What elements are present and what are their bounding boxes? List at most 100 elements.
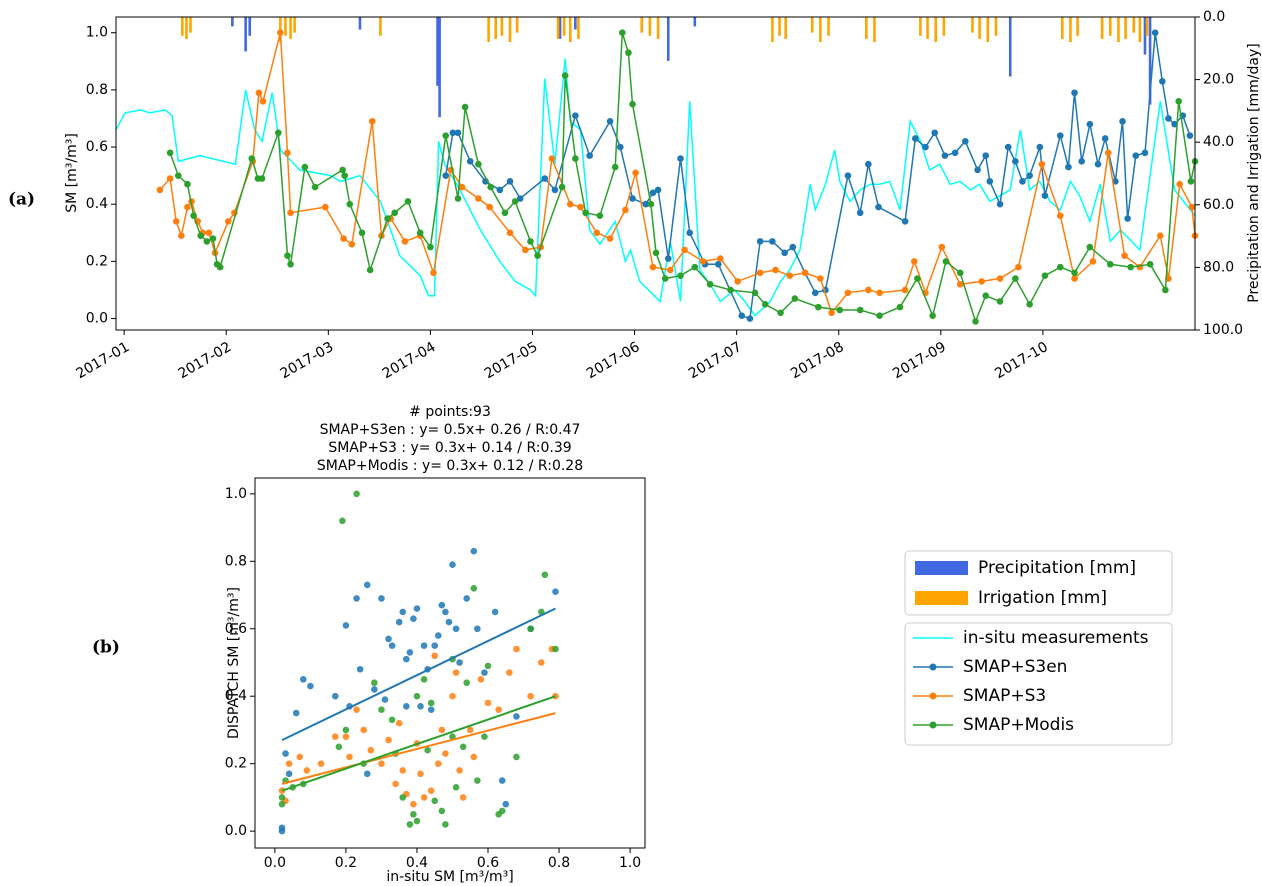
bar <box>568 17 572 43</box>
point <box>381 696 389 703</box>
marker <box>427 243 434 251</box>
fit-line <box>281 607 556 742</box>
marker <box>466 158 474 165</box>
marker <box>416 229 424 237</box>
x-tick-label: 2017-09 <box>890 339 949 382</box>
marker <box>901 218 909 225</box>
marker <box>856 209 864 217</box>
point <box>463 595 470 602</box>
marker <box>287 209 294 217</box>
point <box>466 726 474 734</box>
x-tick-label: 0.8 <box>548 855 570 871</box>
y2-tick-label: 100.0 <box>1203 322 1243 338</box>
marker <box>649 263 657 271</box>
marker <box>761 300 769 308</box>
bar <box>1117 17 1120 43</box>
bar <box>248 17 252 36</box>
point <box>371 686 378 693</box>
marker <box>541 175 549 182</box>
marker <box>1036 143 1044 151</box>
point <box>278 800 286 808</box>
point <box>477 676 485 683</box>
y-tick-label: 0.8 <box>225 553 247 569</box>
bar <box>971 17 974 33</box>
point <box>445 618 453 626</box>
marker <box>691 263 699 271</box>
marker <box>551 186 559 194</box>
marker <box>1162 286 1169 294</box>
marker <box>667 266 674 274</box>
bar <box>379 17 382 36</box>
point <box>449 692 456 700</box>
point <box>385 736 392 744</box>
bar <box>942 17 946 36</box>
marker <box>391 209 398 217</box>
bar <box>1108 17 1112 36</box>
fit-line <box>281 695 556 792</box>
point <box>474 777 481 784</box>
marker <box>577 203 584 211</box>
x-tick-label: 2017-10 <box>992 339 1051 382</box>
point <box>413 605 421 612</box>
marker <box>340 235 347 242</box>
point <box>552 645 559 653</box>
x-tick-label: 2017-05 <box>482 339 541 382</box>
marker <box>619 29 626 37</box>
marker <box>606 118 614 125</box>
marker <box>1056 212 1064 219</box>
line <box>115 58 1196 317</box>
marker <box>184 180 191 188</box>
point <box>285 770 293 778</box>
marker <box>1041 192 1049 199</box>
marker <box>178 232 185 239</box>
point <box>339 517 346 525</box>
bar <box>873 17 876 43</box>
marker <box>1026 300 1033 308</box>
marker <box>561 72 569 79</box>
marker <box>1132 152 1140 159</box>
point <box>331 733 339 740</box>
point <box>438 601 446 609</box>
marker <box>727 286 734 294</box>
marker <box>699 258 707 265</box>
point <box>410 800 417 808</box>
point <box>403 703 410 710</box>
marker <box>717 255 724 262</box>
point <box>506 669 513 676</box>
marker <box>496 186 504 194</box>
marker <box>275 129 282 137</box>
marker <box>449 129 457 137</box>
point <box>385 635 392 643</box>
marker <box>996 200 1004 208</box>
marker <box>844 172 852 179</box>
point <box>456 767 463 774</box>
point <box>434 632 442 639</box>
marker <box>1104 149 1112 157</box>
bar <box>1060 17 1064 39</box>
point <box>406 649 414 656</box>
bar <box>640 17 644 33</box>
legend-box <box>904 622 1173 746</box>
point <box>484 699 492 707</box>
y-tick-label: 0.0 <box>86 311 108 327</box>
marker <box>442 132 450 139</box>
marker <box>1026 172 1033 179</box>
bar <box>574 17 577 30</box>
point <box>474 625 481 633</box>
marker <box>321 203 329 211</box>
point <box>513 713 520 720</box>
marker <box>203 238 211 245</box>
y-tick-label: 0.4 <box>225 688 247 704</box>
marker <box>1101 135 1109 142</box>
marker <box>1186 132 1194 139</box>
marker <box>1146 260 1154 268</box>
marker <box>1121 252 1128 259</box>
marker <box>475 160 482 168</box>
x-tick-label: 0.2 <box>335 855 357 871</box>
marker <box>284 252 291 259</box>
marker <box>1078 158 1085 165</box>
marker <box>929 312 936 320</box>
marker <box>654 186 662 194</box>
y2-tick-label: 60.0 <box>1203 197 1234 213</box>
point <box>431 797 439 805</box>
